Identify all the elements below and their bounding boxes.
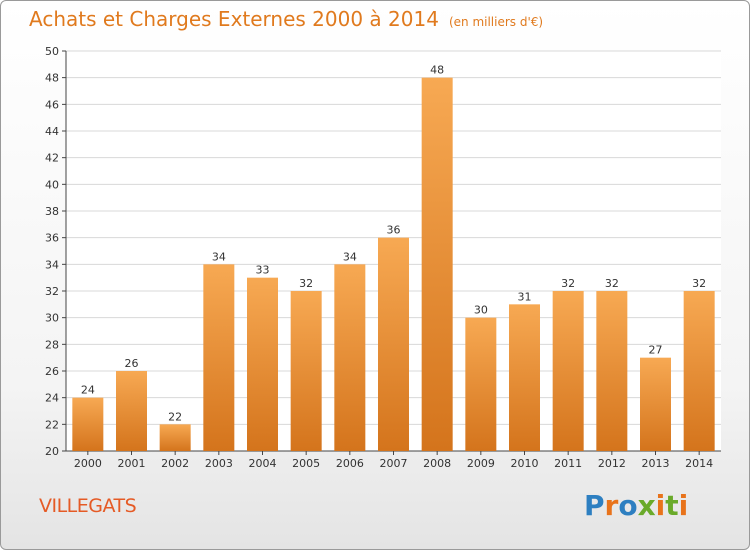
chart-unit: (en milliers d'€) — [448, 15, 544, 29]
y-tick-label: 28 — [45, 338, 59, 351]
y-tick-label: 42 — [45, 152, 59, 165]
bar-2001 — [116, 371, 147, 451]
y-tick-label: 48 — [45, 72, 59, 85]
logo-letter: i — [655, 489, 666, 522]
y-tick-label: 46 — [45, 98, 59, 111]
value-label: 32 — [605, 277, 619, 290]
y-tick-label: 24 — [45, 392, 59, 405]
bar-2008 — [421, 77, 453, 452]
value-label: 33 — [256, 264, 270, 277]
y-tick-label: 44 — [45, 125, 59, 138]
x-tick-label: 2011 — [554, 457, 582, 470]
y-tick-label: 32 — [45, 285, 59, 298]
x-tick-label: 2008 — [423, 457, 451, 470]
bar-2012 — [596, 291, 628, 451]
x-tick-label: 2004 — [249, 457, 277, 470]
value-label: 34 — [343, 250, 357, 263]
x-tick-label: 2013 — [642, 457, 670, 470]
value-label: 32 — [299, 277, 313, 290]
bar-2010 — [509, 304, 540, 451]
value-label: 26 — [125, 357, 139, 370]
y-tick-label: 36 — [45, 232, 59, 245]
bar-2013 — [640, 357, 671, 451]
x-tick-label: 2012 — [598, 457, 626, 470]
value-label: 36 — [387, 224, 401, 237]
value-label: 32 — [692, 277, 706, 290]
x-tick-label: 2009 — [467, 457, 495, 470]
y-tick-label: 50 — [45, 45, 59, 58]
bar-2014 — [683, 291, 715, 451]
bar-2002 — [159, 424, 191, 451]
x-tick-label: 2007 — [380, 457, 408, 470]
x-tick-label: 2002 — [161, 457, 189, 470]
x-tick-label: 2006 — [336, 457, 364, 470]
x-tick-label: 2000 — [74, 457, 102, 470]
bar-2006 — [334, 264, 366, 451]
y-tick-label: 26 — [45, 365, 59, 378]
y-tick-label: 30 — [45, 312, 59, 325]
logo-letter: P — [584, 489, 605, 522]
x-tick-label: 2003 — [205, 457, 233, 470]
bar-2007 — [378, 237, 409, 451]
value-label: 32 — [561, 277, 575, 290]
x-tick-label: 2001 — [118, 457, 146, 470]
bar-2003 — [203, 264, 235, 451]
logo-letter: o — [618, 489, 638, 522]
logo-letter: x — [637, 489, 656, 522]
value-label: 24 — [81, 384, 95, 397]
y-tick-label: 34 — [45, 258, 59, 271]
chart-title-text: Achats et Charges Externes 2000 à 2014 — [29, 7, 439, 31]
logo-letter: i — [678, 489, 689, 522]
logo-letter: r — [604, 489, 619, 522]
bar-2009 — [465, 317, 497, 451]
logo-letter: t — [665, 489, 679, 522]
value-label: 27 — [649, 344, 663, 357]
proxiti-logo: Proxiti — [584, 489, 688, 522]
city-name: VILLEGATS — [39, 495, 137, 517]
y-tick-label: 40 — [45, 178, 59, 191]
y-tick-label: 22 — [45, 418, 59, 431]
bar-2005 — [290, 291, 322, 451]
value-label: 48 — [430, 64, 444, 77]
value-label: 34 — [212, 250, 226, 263]
chart-title: Achats et Charges Externes 2000 à 2014 (e… — [29, 7, 543, 31]
value-label: 22 — [168, 410, 182, 423]
x-tick-label: 2014 — [685, 457, 713, 470]
bar-2011 — [552, 291, 584, 451]
value-label: 30 — [474, 304, 488, 317]
value-label: 31 — [518, 290, 532, 303]
y-tick-label: 20 — [45, 445, 59, 458]
bar-2000 — [72, 397, 104, 451]
y-tick-label: 38 — [45, 205, 59, 218]
x-tick-label: 2010 — [511, 457, 539, 470]
x-tick-label: 2005 — [292, 457, 320, 470]
bar-2004 — [247, 277, 278, 451]
